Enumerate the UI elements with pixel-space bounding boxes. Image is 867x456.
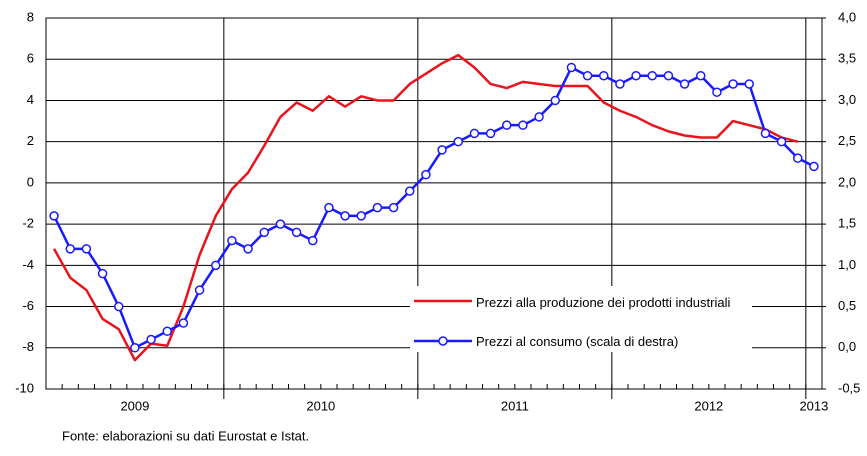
y-tick-label: 2 [27, 133, 34, 148]
plot-frame [45, 17, 823, 390]
y2-tick-label: 2,5 [838, 133, 856, 148]
y2-tick-label: -0,5 [838, 380, 860, 395]
x-tick-label: 2012 [694, 398, 723, 413]
data-point [793, 153, 803, 163]
data-point [146, 334, 156, 345]
data-point [259, 227, 269, 238]
legend-marker [438, 336, 448, 346]
y-tick-label: 0 [27, 174, 34, 189]
data-point [97, 268, 108, 279]
data-point [243, 244, 253, 254]
y-tick-label: 6 [27, 51, 34, 66]
data-point [615, 79, 625, 89]
data-point [647, 70, 657, 81]
y2-tick-label: 1,5 [838, 216, 856, 231]
x-tick-label: 2010 [306, 398, 335, 413]
y2-tick-label: 1,0 [838, 257, 856, 272]
data-point [162, 326, 172, 337]
data-point [518, 120, 528, 130]
y-tick-label: 8 [27, 9, 34, 24]
data-point [81, 244, 92, 254]
y2-tick-label: 3,0 [838, 92, 856, 107]
data-point [340, 211, 350, 221]
data-point [485, 128, 496, 139]
data-point [114, 301, 124, 312]
y2-tick-label: 0,0 [838, 339, 856, 354]
data-point [534, 112, 544, 122]
data-point [469, 128, 480, 139]
data-point [421, 169, 431, 180]
data-point [453, 136, 463, 147]
x-tick-label: 2013 [799, 398, 828, 413]
data-point [599, 70, 609, 81]
data-point [566, 62, 577, 73]
y-tick-label: -8 [22, 339, 34, 354]
y2-tick-label: 2,0 [838, 174, 856, 189]
y2-tick-label: 0,5 [838, 298, 856, 313]
data-point [776, 136, 787, 147]
data-point [809, 161, 819, 172]
data-point [582, 70, 593, 81]
data-point [308, 235, 318, 246]
data-point [437, 145, 447, 155]
y2-tick-label: 4,0 [838, 9, 856, 24]
y-tick-label: -4 [22, 257, 34, 272]
y-tick-label: 4 [27, 92, 34, 107]
data-point [178, 318, 189, 328]
data-point [744, 79, 754, 89]
data-point [631, 70, 641, 81]
data-point [388, 202, 399, 213]
x-tick-label: 2009 [120, 398, 149, 413]
y-tick-label: -2 [22, 216, 34, 231]
data-point [227, 235, 237, 246]
data-point [696, 70, 706, 81]
x-tick-label: 2011 [501, 398, 529, 413]
data-point [291, 227, 302, 238]
legend-label: Prezzi al consumo (scala di destra) [476, 334, 679, 349]
data-point [405, 186, 415, 196]
data-point [194, 285, 205, 295]
data-point [663, 70, 674, 81]
data-point [550, 95, 560, 106]
y2-tick-label: 3,5 [838, 51, 856, 66]
data-point [728, 79, 738, 89]
data-point [130, 343, 140, 353]
data-point [49, 211, 59, 221]
y-tick-label: -6 [22, 298, 34, 313]
data-point [502, 120, 512, 130]
source-note: Fonte: elaborazioni su dati Eurostat e I… [62, 428, 309, 443]
data-point [65, 244, 75, 254]
legend-label: Prezzi alla produzione dei prodotti indu… [476, 295, 731, 310]
data-point [372, 202, 383, 213]
data-point [712, 87, 722, 97]
y-tick-label: -10 [15, 380, 34, 395]
data-point [760, 128, 771, 139]
data-point [324, 202, 334, 213]
data-point [356, 211, 366, 221]
data-point [211, 260, 221, 271]
data-point [275, 219, 286, 229]
data-point [679, 79, 690, 89]
series-line [52, 53, 799, 362]
